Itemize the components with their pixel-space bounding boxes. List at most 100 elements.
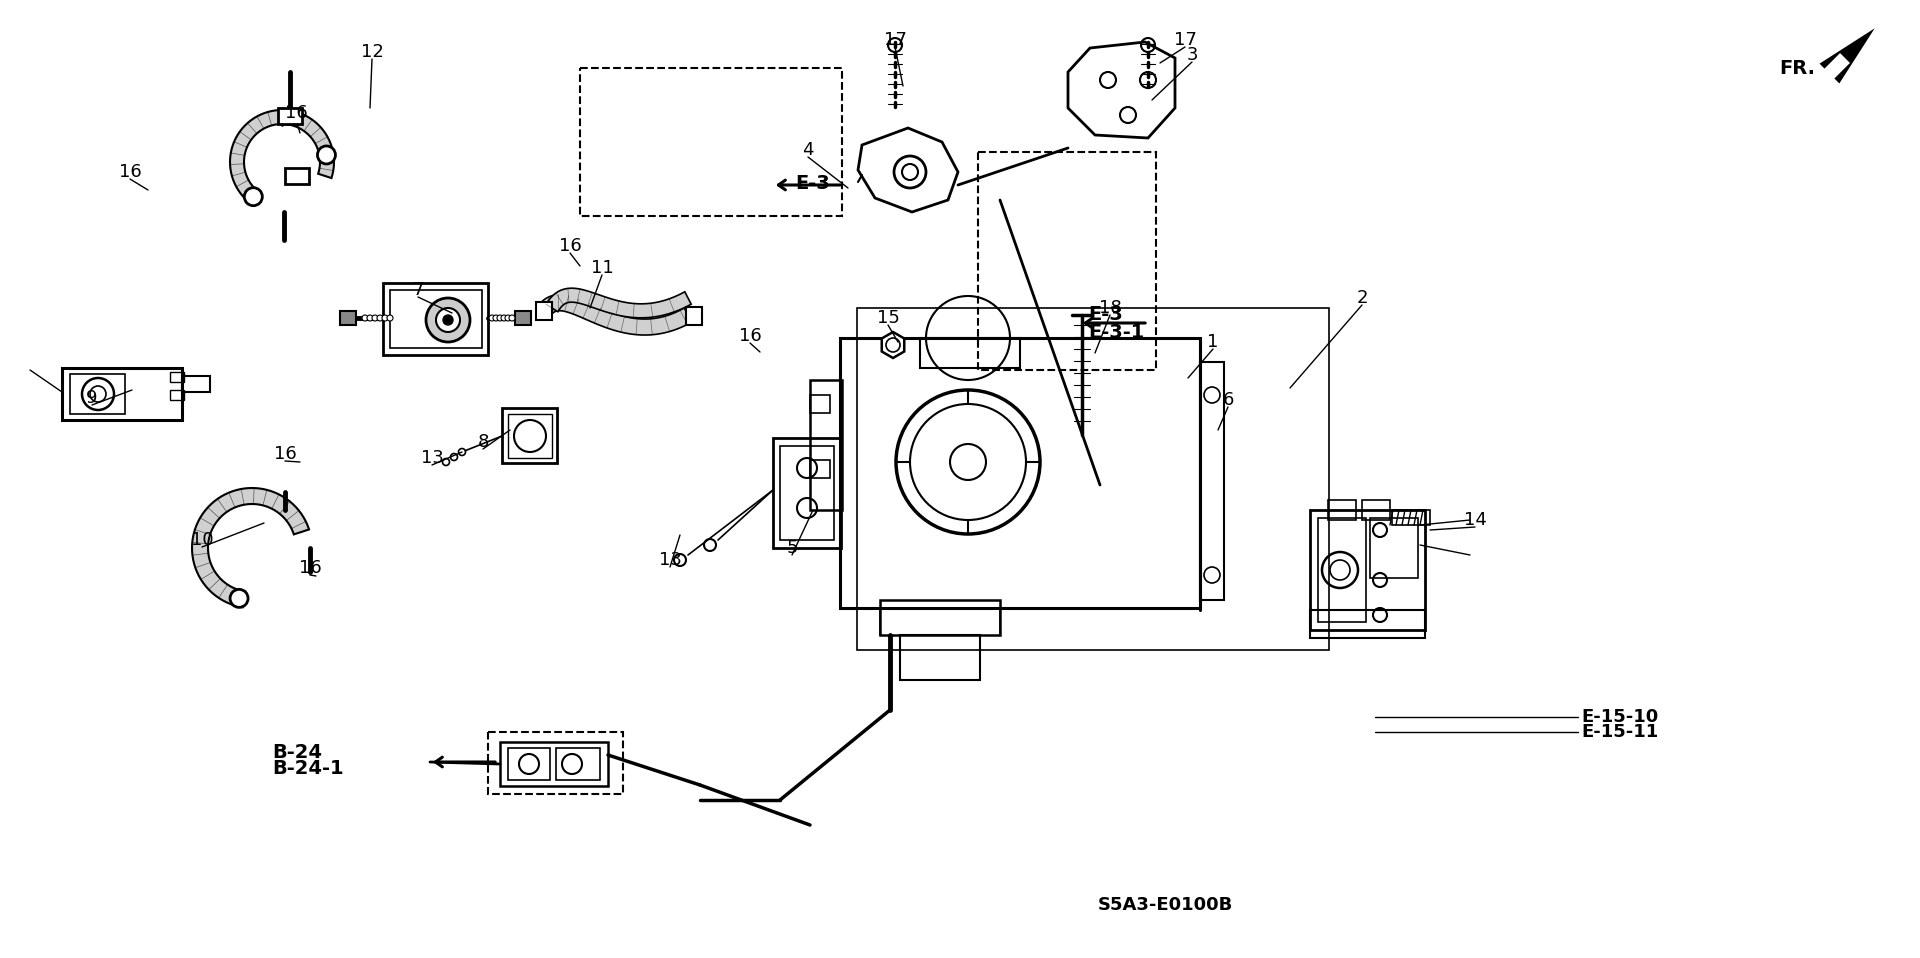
Bar — [879, 600, 1000, 635]
Bar — [515, 311, 532, 325]
Bar — [841, 338, 1200, 608]
Circle shape — [372, 315, 378, 321]
Bar — [580, 68, 843, 216]
Text: E-3: E-3 — [795, 173, 829, 193]
Circle shape — [367, 315, 372, 321]
Polygon shape — [1068, 42, 1175, 138]
Text: 14: 14 — [1463, 511, 1486, 529]
Bar — [69, 374, 125, 414]
Bar — [774, 438, 841, 548]
Bar — [284, 168, 309, 184]
Circle shape — [382, 315, 388, 321]
Bar — [557, 748, 599, 780]
Bar — [171, 390, 184, 400]
Bar — [171, 372, 184, 382]
Circle shape — [442, 459, 449, 466]
Bar — [509, 748, 549, 780]
Bar — [1317, 518, 1365, 622]
Text: 16: 16 — [559, 237, 582, 255]
Circle shape — [426, 298, 470, 342]
Polygon shape — [1820, 29, 1874, 83]
Bar — [499, 742, 609, 786]
Circle shape — [363, 315, 369, 321]
Circle shape — [317, 146, 336, 164]
Bar — [977, 152, 1156, 370]
Text: 10: 10 — [190, 531, 213, 549]
Bar — [1361, 500, 1390, 520]
Text: 16: 16 — [119, 163, 142, 181]
Text: E-3: E-3 — [1089, 306, 1123, 325]
Circle shape — [388, 315, 394, 321]
Bar — [501, 408, 557, 463]
Bar — [1200, 362, 1225, 600]
Text: E-15-10: E-15-10 — [1580, 708, 1659, 726]
Bar — [509, 414, 553, 458]
Text: 9: 9 — [86, 389, 98, 407]
Circle shape — [244, 188, 263, 206]
Bar — [1309, 510, 1425, 630]
Bar — [382, 283, 488, 355]
Bar — [182, 376, 209, 392]
Circle shape — [509, 315, 515, 321]
Bar — [536, 302, 553, 320]
Bar — [390, 290, 482, 348]
Text: FR.: FR. — [1780, 58, 1814, 78]
Circle shape — [493, 315, 499, 321]
Text: 8: 8 — [478, 433, 490, 451]
Text: 16: 16 — [739, 327, 762, 345]
Bar — [1309, 610, 1425, 638]
Bar — [1371, 518, 1419, 578]
Circle shape — [497, 315, 503, 321]
Bar — [488, 732, 622, 794]
Text: 1: 1 — [1208, 333, 1219, 351]
Circle shape — [230, 589, 248, 607]
Text: 5: 5 — [787, 539, 797, 557]
Bar — [340, 311, 355, 325]
Text: B-24-1: B-24-1 — [273, 760, 344, 779]
Bar — [685, 307, 703, 325]
Text: 16: 16 — [300, 559, 321, 577]
Bar — [278, 108, 301, 124]
Bar — [780, 446, 833, 540]
Text: S5A3-E0100B: S5A3-E0100B — [1098, 896, 1233, 914]
Text: E-15-11: E-15-11 — [1580, 723, 1659, 741]
Text: 3: 3 — [1187, 46, 1198, 64]
Circle shape — [444, 315, 453, 325]
Circle shape — [376, 315, 382, 321]
Text: 15: 15 — [877, 309, 899, 327]
Text: 16: 16 — [284, 104, 307, 122]
Text: E-3-1: E-3-1 — [1089, 323, 1144, 341]
Bar — [856, 308, 1329, 650]
Bar — [1329, 500, 1356, 520]
Text: 7: 7 — [413, 281, 424, 299]
Bar — [920, 338, 1020, 368]
Polygon shape — [540, 295, 691, 335]
Bar — [810, 460, 829, 478]
Text: 17: 17 — [1173, 31, 1196, 49]
Circle shape — [459, 448, 465, 455]
Text: B-24: B-24 — [273, 742, 323, 762]
Text: 13: 13 — [659, 551, 682, 569]
Text: 2: 2 — [1356, 289, 1367, 307]
Text: 11: 11 — [591, 259, 612, 277]
Circle shape — [436, 308, 461, 332]
Circle shape — [505, 315, 511, 321]
Circle shape — [490, 315, 495, 321]
Polygon shape — [858, 128, 958, 212]
Bar — [1392, 510, 1430, 525]
Text: 16: 16 — [275, 445, 296, 463]
Polygon shape — [230, 110, 334, 204]
Text: 6: 6 — [1223, 391, 1235, 409]
Bar — [61, 368, 182, 420]
Text: 13: 13 — [420, 449, 444, 467]
Text: 4: 4 — [803, 141, 814, 159]
Circle shape — [501, 315, 507, 321]
Circle shape — [451, 453, 457, 461]
Bar — [810, 380, 843, 510]
Text: 12: 12 — [361, 43, 384, 61]
Text: 18: 18 — [1098, 299, 1121, 317]
Polygon shape — [881, 332, 904, 358]
Polygon shape — [545, 288, 691, 318]
Bar — [900, 635, 979, 680]
Text: 17: 17 — [883, 31, 906, 49]
